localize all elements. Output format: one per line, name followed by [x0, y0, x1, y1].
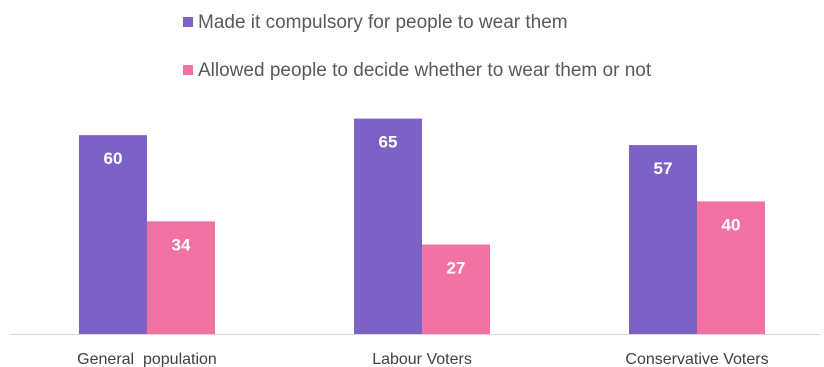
- data-label-compulsory-2: 65: [379, 133, 398, 152]
- data-label-compulsory-1: 60: [104, 149, 123, 168]
- bars: [79, 118, 765, 334]
- data-label-compulsory-3: 57: [654, 159, 673, 178]
- category-label-3: Conservative Voters: [625, 351, 768, 367]
- legend: Made it compulsory for people to wear th…: [183, 12, 652, 81]
- bar-compulsory-1: [79, 135, 147, 334]
- legend-label-2: Allowed people to decide whether to wear…: [198, 60, 652, 81]
- bar-compulsory-2: [354, 118, 422, 334]
- bar-decide-1: [147, 221, 215, 334]
- bar-decide-3: [697, 201, 765, 334]
- data-label-decide-1: 34: [172, 235, 191, 254]
- legend-swatch-1: [183, 17, 193, 27]
- legend-label-1: Made it compulsory for people to wear th…: [198, 12, 568, 33]
- category-label-2: Labour Voters: [372, 351, 472, 367]
- category-label-1: General population: [77, 351, 217, 367]
- legend-swatch-2: [183, 65, 193, 75]
- data-label-decide-3: 40: [722, 215, 741, 234]
- bar-decide-2: [422, 244, 490, 334]
- data-labels: 60 34 65 27 57 40: [104, 133, 741, 278]
- bar-compulsory-3: [629, 145, 697, 334]
- x-axis: General population Labour Voters Conservat…: [10, 334, 820, 367]
- data-label-decide-2: 27: [447, 259, 466, 278]
